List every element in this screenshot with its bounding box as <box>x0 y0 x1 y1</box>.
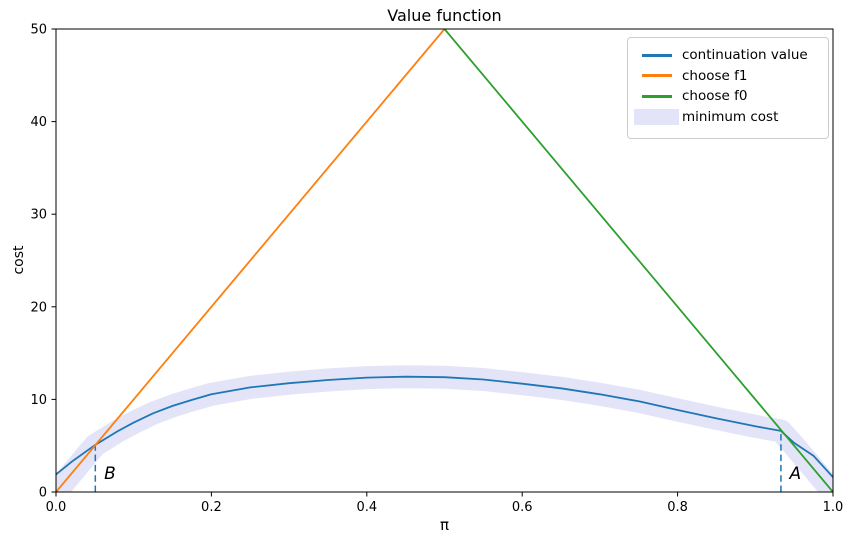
legend-item-choose-f0: choose f0 <box>628 86 828 107</box>
axes-spines <box>55 28 834 493</box>
x-tick-label: 0.6 <box>512 500 533 515</box>
threshold-label-B: B <box>104 463 116 484</box>
x-tick-label: 0.2 <box>201 500 222 515</box>
x-axis-label: π <box>439 516 450 534</box>
legend: continuation value choose f1 choose f0 m… <box>627 37 829 139</box>
y-tick-label: 20 <box>30 300 47 315</box>
legend-item-continuation-value: continuation value <box>628 45 828 66</box>
legend-item-choose-f1: choose f1 <box>628 66 828 87</box>
legend-patch-swatch <box>634 108 679 125</box>
legend-label: continuation value <box>682 47 808 64</box>
x-tick-label: 1.0 <box>823 500 844 515</box>
series-minimum-cost <box>56 365 833 492</box>
legend-line-swatch <box>642 53 672 57</box>
chart-title: Value function <box>387 6 502 25</box>
x-tick-label: 0.8 <box>667 500 688 515</box>
y-tick-label: 10 <box>30 393 47 408</box>
x-tick-label: 0.0 <box>46 500 67 515</box>
legend-item-minimum-cost: minimum cost <box>628 107 828 128</box>
x-tick-label: 0.4 <box>356 500 377 515</box>
legend-label: choose f1 <box>682 67 748 84</box>
series-continuation-value <box>56 375 833 478</box>
series-choose-f1 <box>56 29 446 492</box>
y-axis-label: cost <box>11 245 27 275</box>
legend-label: minimum cost <box>682 108 779 125</box>
legend-line-swatch <box>642 74 672 78</box>
y-tick-label: 0 <box>39 486 47 501</box>
series-choose-f0 <box>443 29 833 492</box>
legend-line-swatch <box>642 94 672 98</box>
y-tick-label: 30 <box>30 208 47 223</box>
legend-label: choose f0 <box>682 88 748 105</box>
threshold-label-A: A <box>789 463 802 484</box>
y-tick-label: 50 <box>30 23 47 38</box>
y-tick-label: 40 <box>30 115 47 130</box>
